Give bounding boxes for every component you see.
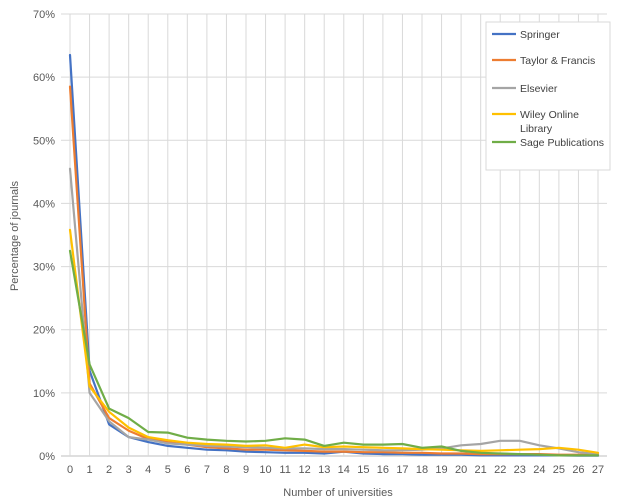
legend-label: Elsevier: [520, 83, 558, 95]
x-tick-label: 22: [494, 464, 506, 476]
x-tick-label: 8: [223, 464, 229, 476]
y-tick-label: 50%: [33, 135, 55, 147]
x-tick-label: 24: [533, 464, 545, 476]
x-tick-label: 16: [377, 464, 389, 476]
x-tick-label: 2: [106, 464, 112, 476]
x-tick-label: 10: [259, 464, 271, 476]
x-tick-label: 0: [67, 464, 73, 476]
x-tick-label: 23: [514, 464, 526, 476]
x-tick-label: 17: [396, 464, 408, 476]
x-tick-label: 13: [318, 464, 330, 476]
x-tick-label: 15: [357, 464, 369, 476]
x-axis-title: Number of universities: [283, 487, 393, 499]
series-line: [68, 167, 600, 456]
y-axis-title: Percentage of journals: [9, 180, 21, 291]
gridlines: [61, 13, 607, 457]
x-axis-ticks: 0 1 2 3 4 5 6 7 8 9 10 11 12 13 14 15 16 17 18 19 20 21 22 23 24…: [67, 464, 604, 476]
series-line: [68, 249, 600, 457]
y-tick-label: 10%: [33, 388, 55, 400]
legend: Springer Taylor & Francis Elsevier Wiley On…: [485, 21, 611, 171]
x-tick-label: 7: [204, 464, 210, 476]
series-lines: [68, 53, 600, 457]
x-tick-label: 9: [243, 464, 249, 476]
x-tick-label: 1: [86, 464, 92, 476]
y-tick-label: 40%: [33, 198, 55, 210]
x-tick-label: 27: [592, 464, 604, 476]
x-tick-label: 4: [145, 464, 151, 476]
x-tick-label: 20: [455, 464, 467, 476]
y-tick-label: 30%: [33, 262, 55, 274]
legend-label: Sage Publications: [520, 137, 604, 149]
legend-label: Taylor & Francis: [520, 55, 595, 67]
x-tick-label: 12: [299, 464, 311, 476]
y-tick-label: 70%: [33, 9, 55, 21]
legend-label: Springer: [520, 29, 560, 41]
x-tick-label: 19: [435, 464, 447, 476]
x-tick-label: 26: [572, 464, 584, 476]
x-tick-label: 5: [165, 464, 171, 476]
y-tick-label: 0%: [39, 451, 55, 463]
x-tick-label: 18: [416, 464, 428, 476]
x-tick-label: 14: [338, 464, 350, 476]
x-tick-label: 21: [475, 464, 487, 476]
series-line: [68, 228, 600, 454]
x-tick-label: 11: [279, 464, 290, 476]
legend-box: [485, 21, 611, 171]
legend-label: Wiley Online Library: [520, 109, 579, 135]
x-tick-label: 6: [184, 464, 190, 476]
x-tick-label: 3: [126, 464, 132, 476]
y-axis-ticks: 0% 10% 20% 30% 40% 50% 60% 70%: [33, 9, 55, 463]
x-tick-label: 25: [553, 464, 565, 476]
y-tick-label: 20%: [33, 325, 55, 337]
y-tick-label: 60%: [33, 72, 55, 84]
